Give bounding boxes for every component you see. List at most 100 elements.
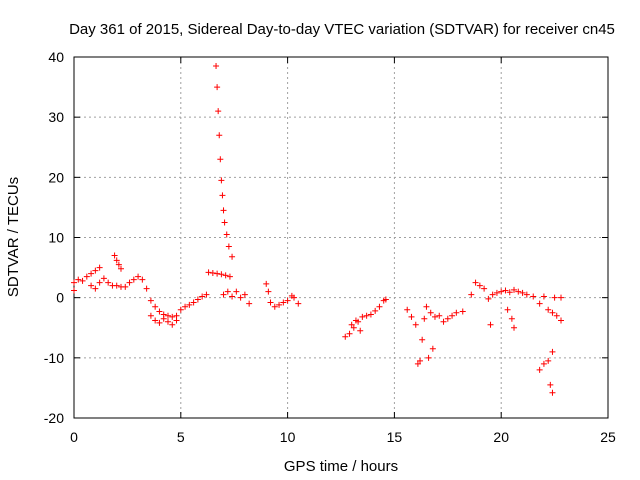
data-point — [71, 279, 77, 286]
data-point — [169, 321, 176, 328]
data-point — [498, 288, 505, 295]
data-point — [229, 253, 236, 260]
x-tick-label: 20 — [493, 429, 509, 445]
grid — [74, 57, 608, 418]
data-point — [540, 293, 547, 300]
data-point — [545, 306, 552, 313]
data-point — [156, 308, 163, 315]
y-axis-label: SDTVAR / TECUs — [5, 177, 22, 297]
data-point — [342, 333, 349, 340]
data-point — [558, 294, 565, 301]
data-point — [88, 270, 95, 277]
data-point — [427, 309, 434, 316]
data-point — [265, 288, 272, 295]
data-point — [530, 293, 537, 300]
data-point — [545, 357, 552, 364]
data-point — [493, 289, 500, 296]
data-point — [221, 219, 228, 226]
data-point — [553, 312, 560, 319]
data-point — [284, 297, 291, 304]
data-point — [218, 271, 225, 278]
data-point — [147, 297, 154, 304]
data-point — [130, 276, 137, 283]
data-point — [100, 275, 107, 282]
data-point — [225, 243, 232, 250]
data-point — [143, 285, 150, 292]
y-tick-label: 20 — [48, 169, 64, 185]
data-point — [468, 291, 475, 298]
data-point — [436, 312, 443, 319]
data-point — [421, 315, 428, 322]
data-point — [511, 324, 518, 331]
data-point — [209, 269, 216, 276]
data-point — [536, 300, 543, 307]
data-point — [425, 354, 432, 361]
data-point — [359, 313, 366, 320]
data-point — [226, 273, 233, 280]
data-point — [214, 84, 221, 91]
data-point — [350, 324, 357, 331]
data-point — [113, 282, 120, 289]
data-point — [540, 360, 547, 367]
data-point — [417, 357, 424, 364]
data-point — [549, 389, 556, 396]
data-point — [404, 306, 411, 313]
data-point — [215, 108, 222, 115]
data-point — [549, 309, 556, 316]
data-point — [419, 336, 426, 343]
data-point — [429, 345, 436, 352]
data-point — [547, 381, 554, 388]
data-point — [453, 309, 460, 316]
data-point — [219, 192, 226, 199]
data-point — [431, 313, 438, 320]
data-point — [291, 294, 298, 301]
data-point — [214, 270, 221, 277]
data-point — [203, 291, 210, 298]
data-point — [92, 285, 99, 292]
data-point — [224, 288, 231, 295]
y-axis-ticks: -20 -10 0 10 20 30 40 — [44, 49, 608, 426]
data-point — [511, 286, 518, 293]
data-point — [135, 273, 142, 280]
data-point — [233, 288, 240, 295]
data-point — [216, 132, 223, 139]
data-point — [160, 315, 167, 322]
data-point — [523, 291, 530, 298]
data-point — [485, 295, 492, 302]
data-point — [147, 312, 154, 319]
data-point — [83, 273, 90, 280]
data-point — [423, 303, 430, 310]
data-point — [71, 287, 77, 294]
data-point — [549, 348, 556, 355]
data-points — [71, 63, 565, 396]
data-point — [164, 312, 171, 319]
data-point — [222, 272, 229, 279]
data-point — [229, 293, 236, 300]
y-tick-label: 10 — [48, 230, 64, 246]
data-point — [348, 321, 355, 328]
data-point — [363, 312, 370, 319]
y-tick-label: 30 — [48, 109, 64, 125]
data-point — [213, 63, 220, 70]
data-point — [182, 303, 189, 310]
data-point — [271, 303, 278, 310]
data-point — [376, 303, 383, 310]
data-point — [246, 300, 253, 307]
data-point — [487, 321, 494, 328]
data-point — [218, 177, 225, 184]
data-point — [152, 303, 159, 310]
data-point — [519, 289, 526, 296]
y-tick-label: -10 — [44, 350, 64, 366]
data-point — [346, 330, 353, 337]
data-point — [263, 280, 270, 287]
data-point — [382, 296, 389, 303]
data-point — [152, 317, 159, 324]
data-point — [558, 317, 565, 324]
chart-title: Day 361 of 2015, Sidereal Day-to-day VTE… — [69, 21, 615, 38]
data-point — [459, 308, 466, 315]
data-point — [164, 318, 171, 325]
data-point — [75, 276, 82, 283]
data-point — [412, 321, 419, 328]
data-point — [280, 299, 287, 306]
